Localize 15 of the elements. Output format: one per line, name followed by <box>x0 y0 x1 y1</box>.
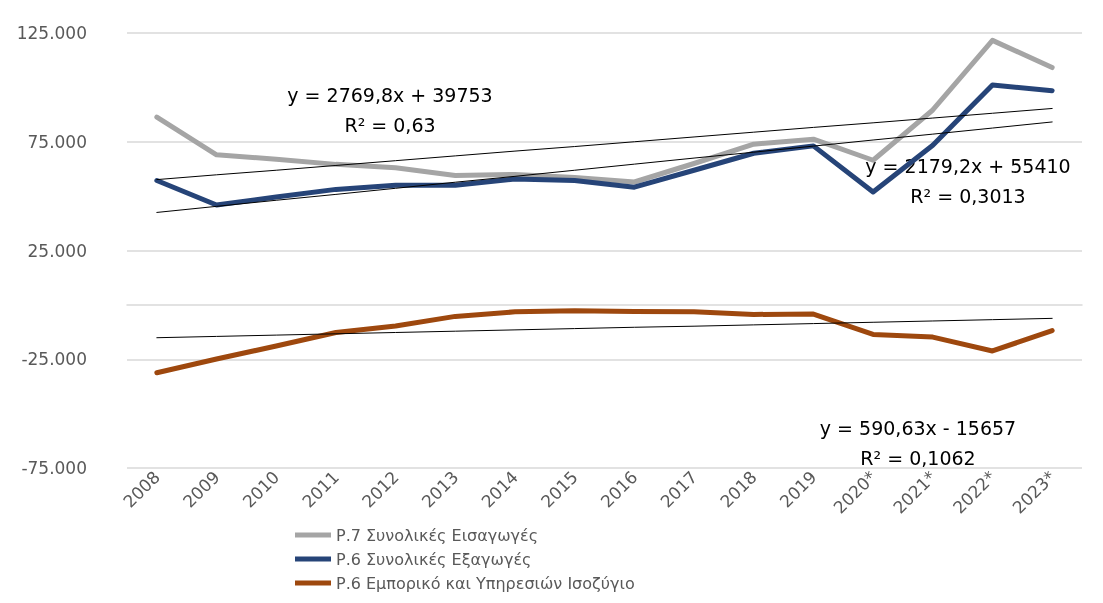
legend-label: Ρ.6 Εμπορικό και Υπηρεσιών Ισοζύγιο <box>336 573 635 593</box>
annotation: y = 2179,2x + 55410 <box>865 155 1071 177</box>
y-tick-label: -75.000 <box>21 458 87 478</box>
y-tick-label: -25.000 <box>21 349 87 370</box>
y-tick-label: 75.000 <box>27 131 87 152</box>
annotation: R² = 0,1062 <box>860 447 976 469</box>
annotation: R² = 0,3013 <box>910 185 1026 207</box>
annotation: y = 2769,8x + 39753 <box>287 84 493 106</box>
legend-label: Ρ.7 Συνολικές Εισαγωγές <box>336 525 539 545</box>
y-tick-label: 25.000 <box>27 240 87 261</box>
annotation: y = 590,63x - 15657 <box>819 417 1017 439</box>
line-series <box>156 317 1053 339</box>
legend-label: Ρ.6 Συνολικές Εξαγωγές <box>336 549 532 569</box>
annotation: R² = 0,63 <box>344 114 436 136</box>
y-tick-label: 125.000 <box>16 23 87 43</box>
